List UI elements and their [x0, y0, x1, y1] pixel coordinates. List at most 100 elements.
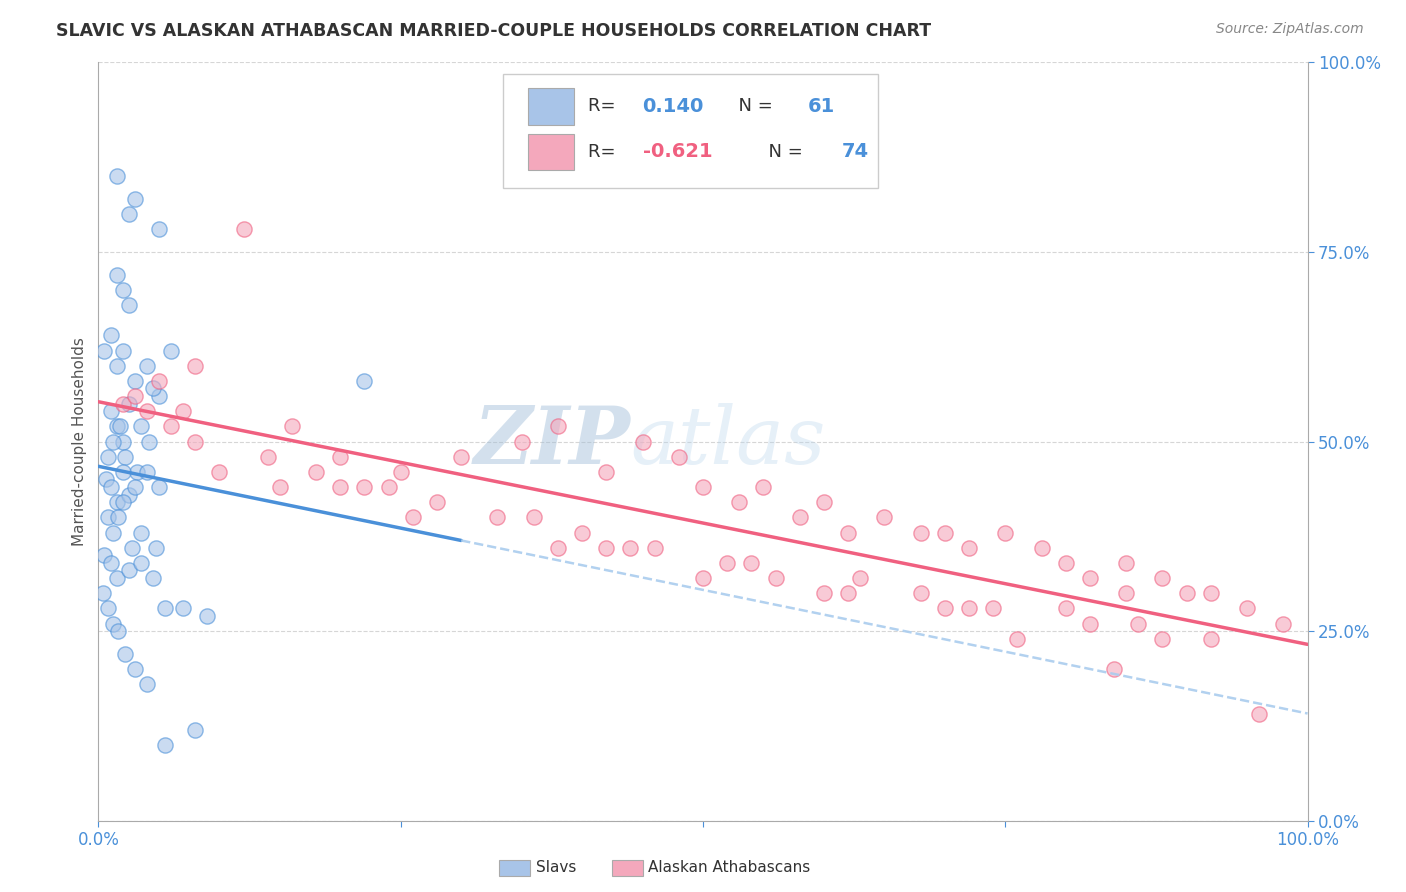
Point: [111, 465, 134, 479]
Point: [135, 465, 157, 479]
Point: [97, 510, 120, 524]
Y-axis label: Married-couple Households: Married-couple Households: [72, 337, 87, 546]
Point: [740, 556, 762, 570]
Point: [101, 434, 124, 449]
Point: [752, 480, 775, 494]
Text: atlas: atlas: [630, 403, 825, 480]
Point: [184, 434, 207, 449]
Point: [728, 495, 751, 509]
Point: [1031, 541, 1053, 555]
Point: [1199, 586, 1222, 600]
Point: [813, 495, 835, 509]
Point: [135, 677, 157, 691]
Point: [256, 450, 278, 464]
FancyBboxPatch shape: [503, 74, 879, 187]
Point: [402, 510, 425, 524]
Point: [118, 396, 141, 410]
Point: [813, 586, 835, 600]
Point: [957, 601, 980, 615]
Point: [101, 616, 124, 631]
Point: [1054, 556, 1077, 570]
Point: [389, 465, 412, 479]
Point: [668, 450, 690, 464]
Point: [142, 571, 165, 585]
Point: [571, 525, 593, 540]
Point: [789, 510, 811, 524]
Point: [510, 434, 533, 449]
Point: [101, 525, 124, 540]
Point: [97, 601, 120, 615]
Point: [1078, 616, 1101, 631]
Point: [195, 608, 218, 623]
Point: [184, 359, 207, 373]
Point: [1152, 632, 1174, 646]
Text: Source: ZipAtlas.com: Source: ZipAtlas.com: [1216, 22, 1364, 37]
Point: [426, 495, 449, 509]
Point: [118, 298, 141, 312]
Point: [153, 601, 176, 615]
Point: [111, 283, 134, 297]
Point: [124, 389, 146, 403]
Point: [148, 222, 170, 236]
Point: [981, 601, 1004, 615]
Point: [910, 525, 932, 540]
Point: [232, 222, 254, 236]
Point: [1152, 571, 1174, 585]
Point: [934, 601, 956, 615]
Point: [353, 480, 375, 494]
Point: [124, 374, 146, 388]
Point: [108, 419, 131, 434]
Text: 61: 61: [808, 97, 835, 116]
Point: [450, 450, 472, 464]
Point: [523, 510, 546, 524]
Text: Alaskan Athabascans: Alaskan Athabascans: [648, 861, 810, 875]
Point: [208, 465, 231, 479]
Point: [118, 207, 141, 221]
Point: [105, 495, 128, 509]
Point: [849, 571, 872, 585]
Point: [93, 343, 115, 358]
Point: [129, 419, 152, 434]
Point: [160, 419, 183, 434]
Point: [105, 268, 128, 282]
Point: [934, 525, 956, 540]
Point: [148, 389, 170, 403]
Point: [595, 541, 617, 555]
Point: [105, 419, 128, 434]
Point: [1078, 571, 1101, 585]
Point: [619, 541, 641, 555]
Point: [111, 343, 134, 358]
Point: [148, 374, 170, 388]
Point: [353, 374, 375, 388]
Text: Slavs: Slavs: [536, 861, 576, 875]
Point: [172, 404, 194, 418]
Point: [1199, 632, 1222, 646]
Point: [837, 525, 859, 540]
Text: 0.140: 0.140: [643, 97, 704, 116]
Point: [124, 662, 146, 676]
Point: [1272, 616, 1295, 631]
Point: [329, 480, 352, 494]
Point: [129, 556, 152, 570]
Point: [269, 480, 291, 494]
Text: R=: R=: [588, 143, 621, 161]
Point: [105, 169, 128, 184]
Point: [97, 450, 120, 464]
Point: [100, 556, 122, 570]
Point: [1007, 632, 1029, 646]
Point: [100, 480, 122, 494]
Point: [124, 192, 146, 206]
Point: [692, 571, 714, 585]
Point: [100, 328, 122, 343]
Point: [138, 434, 160, 449]
Text: N =: N =: [758, 143, 808, 161]
Point: [547, 541, 569, 555]
Point: [1115, 586, 1137, 600]
Point: [595, 465, 617, 479]
Point: [281, 419, 304, 434]
Point: [148, 480, 170, 494]
Point: [135, 359, 157, 373]
Point: [692, 480, 714, 494]
Point: [716, 556, 738, 570]
Point: [135, 404, 157, 418]
